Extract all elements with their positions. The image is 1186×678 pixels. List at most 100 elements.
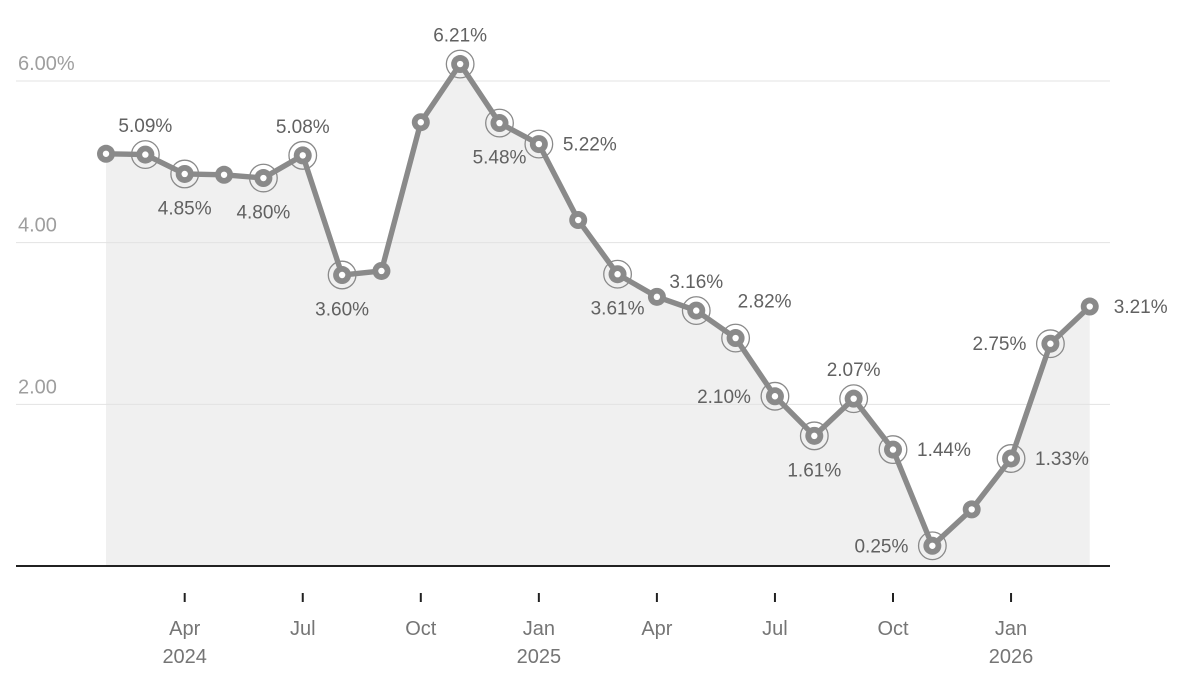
value-label-May-2025: 3.16% xyxy=(669,272,723,293)
data-point-May-2025[interactable] xyxy=(681,296,711,326)
point-hole xyxy=(732,334,739,342)
value-label-Aug-2024: 3.60% xyxy=(315,300,369,321)
point-halo-ring xyxy=(445,49,475,79)
y-axis-labels: 2.00 4.00 6.00% xyxy=(18,53,75,398)
y-axis-label-2.00: 2.00 xyxy=(18,376,57,398)
data-point-Jul-2025[interactable] xyxy=(760,381,790,411)
point-hole xyxy=(181,170,188,178)
x-axis-label-year: 2024 xyxy=(162,646,207,668)
data-point-Mar-2025[interactable] xyxy=(603,259,633,289)
point-halo-ring xyxy=(721,323,751,353)
point-hole xyxy=(889,446,897,453)
y-axis-label-4.00: 4.00 xyxy=(18,215,57,237)
point-hole xyxy=(456,60,464,68)
point-halo-ring xyxy=(288,140,318,170)
point-halo-ring xyxy=(839,384,869,414)
point-halo-ring xyxy=(799,421,829,451)
data-point-Mar-2024[interactable] xyxy=(130,140,160,170)
data-point-Feb-2024[interactable] xyxy=(97,144,115,163)
data-point-Apr-2024[interactable] xyxy=(170,159,200,189)
data-point-Dec-2024[interactable] xyxy=(485,108,514,138)
point-halo-ring xyxy=(760,381,790,411)
x-axis-label-month: Apr xyxy=(641,618,672,640)
point-halo-ring xyxy=(485,108,514,138)
data-point-Aug-2024[interactable] xyxy=(327,260,357,290)
data-point-Feb-2025[interactable] xyxy=(569,211,588,230)
data-point-Jan-2026[interactable] xyxy=(996,444,1026,473)
data-point-Dec-2025[interactable] xyxy=(962,500,981,519)
point-halo-ring xyxy=(878,435,908,465)
point-hole xyxy=(693,307,700,314)
point-hole xyxy=(929,542,936,549)
value-label-Oct-2025: 1.44% xyxy=(917,440,971,461)
value-label-Jan-2026: 1.33% xyxy=(1035,449,1089,470)
x-axis-label-month: Jan xyxy=(523,618,555,640)
value-label-Sep-2025: 2.07% xyxy=(827,360,881,381)
point-hole xyxy=(1007,455,1015,462)
gridlines xyxy=(16,80,1110,405)
value-label-Jan-2025: 5.22% xyxy=(563,135,617,156)
point-hole xyxy=(653,293,661,301)
data-point-May-2024[interactable] xyxy=(215,165,234,184)
x-axis-label-year: 2025 xyxy=(517,646,562,668)
x-axis-label-month: Jul xyxy=(290,618,316,640)
data-point-Mar-2026[interactable] xyxy=(1080,297,1099,316)
data-point-Jul-2024[interactable] xyxy=(288,140,318,170)
x-axis-label-month: Jan xyxy=(995,618,1027,640)
data-point-Sep-2024[interactable] xyxy=(372,261,391,280)
point-hole xyxy=(535,140,543,148)
point-hole xyxy=(1047,340,1054,347)
value-label-Mar-2025: 3.61% xyxy=(591,299,645,320)
data-labels: 5.09% 4.85% 4.80% 5.08% 3.60% 6.21% 5.48% 5.22%… xyxy=(118,26,1167,558)
point-halo-ring xyxy=(248,163,278,193)
point-hole xyxy=(575,216,582,224)
point-hole xyxy=(771,393,779,400)
data-point-Oct-2024[interactable] xyxy=(411,113,430,132)
value-label-Nov-2025: 0.25% xyxy=(854,536,908,557)
point-halo-ring xyxy=(327,260,357,290)
data-point-Sep-2025[interactable] xyxy=(839,384,869,414)
point-hole xyxy=(338,271,346,279)
value-label-Jul-2024: 5.08% xyxy=(276,117,330,138)
point-halo-ring xyxy=(917,531,947,561)
point-halo-ring xyxy=(524,129,554,159)
point-hole xyxy=(378,267,385,275)
point-hole xyxy=(299,152,306,159)
x-axis-label-month: Oct xyxy=(877,618,909,640)
point-hole xyxy=(417,119,424,126)
point-halo-ring xyxy=(681,296,711,326)
data-point-Feb-2026[interactable] xyxy=(1035,329,1065,359)
data-point-Jan-2025[interactable] xyxy=(524,129,554,159)
point-hole xyxy=(1086,303,1093,310)
value-label-Jul-2025: 2.10% xyxy=(697,387,751,408)
y-axis-label-6.00%: 6.00% xyxy=(18,53,75,75)
data-point-Jun-2024[interactable] xyxy=(248,163,278,193)
point-hole xyxy=(260,174,267,182)
x-axis-label-month: Oct xyxy=(405,618,437,640)
value-label-Jun-2025: 2.82% xyxy=(738,292,792,313)
point-hole xyxy=(614,271,621,278)
data-points xyxy=(97,49,1099,561)
data-point-Apr-2025[interactable] xyxy=(647,287,666,306)
value-label-Feb-2026: 2.75% xyxy=(973,334,1027,355)
value-label-Mar-2024: 5.09% xyxy=(118,116,172,137)
data-point-Jun-2025[interactable] xyxy=(721,323,751,353)
area-fill xyxy=(106,64,1090,565)
point-halo-ring xyxy=(170,159,200,189)
point-hole xyxy=(220,171,228,178)
point-hole xyxy=(102,150,110,157)
data-point-Oct-2025[interactable] xyxy=(878,435,908,465)
data-point-Nov-2024[interactable] xyxy=(445,49,475,79)
data-point-Nov-2025[interactable] xyxy=(917,531,947,561)
point-halo-ring xyxy=(996,444,1026,473)
point-hole xyxy=(142,151,149,158)
value-label-Aug-2025: 1.61% xyxy=(787,460,841,481)
x-axis-labels: Apr 2024 Jul Oct Jan 2025 Apr Jul Oct Jan 2026 xyxy=(162,618,1033,668)
x-axis-label-month: Apr xyxy=(169,618,200,640)
data-point-Aug-2025[interactable] xyxy=(799,421,829,451)
value-label-Dec-2024: 5.48% xyxy=(473,148,527,169)
value-label-Jun-2024: 4.80% xyxy=(236,203,290,224)
x-axis-ticks xyxy=(183,593,1013,602)
